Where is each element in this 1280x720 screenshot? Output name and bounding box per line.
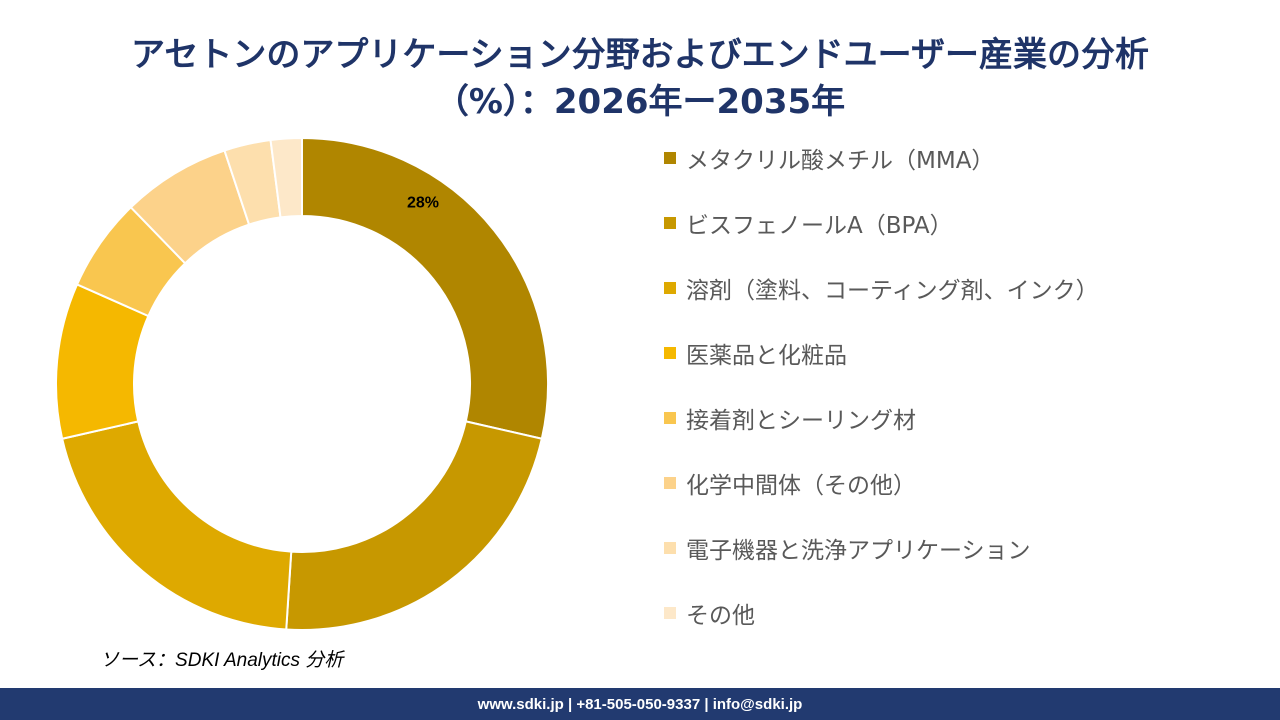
chart-title-line1: アセトンのアプリケーション分野およびエンドユーザー産業の分析	[131, 35, 1149, 75]
legend-label: ビスフェノールA（BPA）	[686, 213, 953, 239]
legend-label: 接着剤とシーリング材	[686, 408, 916, 434]
legend-swatch	[664, 542, 676, 554]
legend-item: ビスフェノールA（BPA）	[664, 203, 953, 243]
legend-swatch	[664, 607, 676, 619]
legend-swatch	[664, 347, 676, 359]
chart-title-line2: （%）：2026年ー2035年	[434, 82, 846, 122]
legend-item: 医薬品と化粧品	[664, 333, 847, 373]
legend-swatch	[664, 412, 676, 424]
legend-label: 医薬品と化粧品	[686, 343, 847, 369]
legend-item: メタクリル酸メチル（MMA）	[664, 138, 994, 178]
legend-swatch	[664, 217, 676, 229]
legend-swatch	[664, 477, 676, 489]
legend-label: メタクリル酸メチル（MMA）	[686, 148, 995, 174]
footer-contact: www.sdki.jp | +81-505-050-9337 | info@sd…	[0, 688, 1280, 720]
legend-swatch	[664, 152, 676, 164]
legend-swatch	[664, 282, 676, 294]
legend-item: 接着剤とシーリング材	[664, 398, 916, 438]
source-note: ソース：SDKI Analytics 分析	[100, 650, 344, 671]
donut-slice-1	[301, 136, 549, 440]
legend-label: 溶剤（塗料、コーティング剤、インク）	[686, 278, 1099, 304]
legend-item: 化学中間体（その他）	[664, 463, 916, 503]
donut-slice-3	[60, 420, 293, 631]
legend-label: 電子機器と洗浄アプリケーション	[686, 538, 1031, 564]
legend-item: その他	[664, 593, 755, 633]
legend-label: 化学中間体（その他）	[686, 473, 916, 499]
chart-title: アセトンのアプリケーション分野およびエンドユーザー産業の分析 （%）：2026年…	[0, 32, 1280, 126]
data-label-1: 28%	[407, 195, 439, 212]
donut-chart: 28%	[55, 136, 549, 631]
legend-label: その他	[686, 603, 755, 629]
legend-item: 電子機器と洗浄アプリケーション	[664, 528, 1031, 568]
legend-item: 溶剤（塗料、コーティング剤、インク）	[664, 268, 1099, 308]
donut-slice-8	[269, 136, 303, 219]
donut-slice-2	[285, 420, 544, 631]
